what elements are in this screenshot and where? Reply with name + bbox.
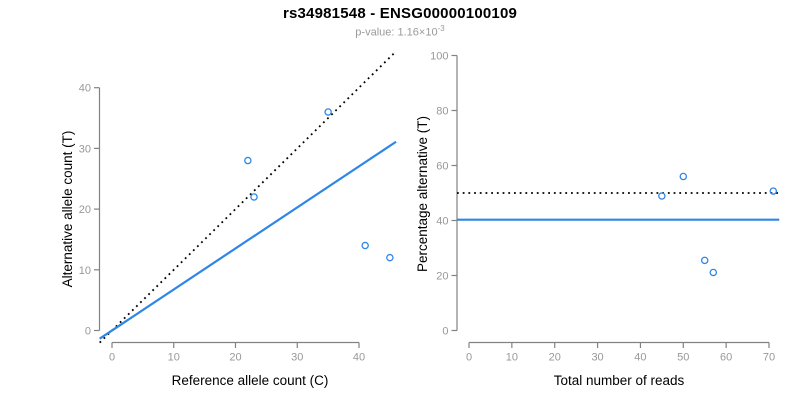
plot-right-y-tick-label: 0 <box>442 326 448 338</box>
figure-subtitle: p-value: 1.16×10-3 <box>0 24 800 39</box>
figure-title: rs34981548 - ENSG00000100109 <box>282 5 518 22</box>
plot-right-data-point <box>700 256 709 265</box>
plot-right-data-point <box>679 172 688 181</box>
plot-right-x-tick-label: 10 <box>506 352 518 364</box>
plot-left-data-point <box>244 156 252 165</box>
plot-right-x-tick-label: 20 <box>549 352 561 364</box>
plot-right-data-point <box>658 192 666 200</box>
regression-line <box>99 140 397 340</box>
plot-right-y-tick-label: 20 <box>436 271 448 283</box>
plot-right-x-tick-label: 60 <box>720 352 732 364</box>
plot-right-data-point <box>769 187 778 195</box>
plot-left-data-point <box>361 241 369 250</box>
plot-right-x-tick-label: 0 <box>466 352 472 364</box>
p-value-text: p-value: 1.16×10 <box>355 26 438 39</box>
plot-left-data-point <box>250 193 258 201</box>
plot-left-x-tick-label: 40 <box>353 352 365 364</box>
plot-left-data-point <box>324 108 332 116</box>
plot-right-data-point <box>709 268 718 277</box>
plot-right-y-tick-label: 60 <box>436 161 448 173</box>
plot-left-y-axis-title: Alternative allele count (T) <box>60 131 75 288</box>
plot-right-x-tick-label: 40 <box>634 352 646 364</box>
plot-left-x-tick-label: 30 <box>291 352 303 364</box>
plot-left-x-tick-label: 20 <box>229 352 241 364</box>
plot-left-x-axis-title: Reference allele count (C) <box>172 373 329 388</box>
plot-right-y-tick-label: 40 <box>436 216 448 228</box>
identity-line <box>99 53 395 344</box>
plot-left-y-tick-label: 0 <box>85 326 91 338</box>
plot-right-y-axis-title: Percentage alternative (T) <box>415 116 430 272</box>
plot-left-y-tick-label: 40 <box>79 83 91 95</box>
plot-left-x-tick-label: 10 <box>168 352 180 364</box>
plot-left-x-tick-label: 0 <box>109 352 115 364</box>
plot-left-y-tick-label: 30 <box>79 143 91 155</box>
p-value-exponent: -3 <box>437 24 445 33</box>
plot-right-x-tick-label: 30 <box>591 352 603 364</box>
plot-left-y-tick-label: 10 <box>79 265 91 277</box>
plot-right-x-axis-title: Total number of reads <box>554 373 685 388</box>
plot-right-y-tick-label: 100 <box>430 51 448 63</box>
plot-left-data-point <box>386 253 394 262</box>
plot-right-y-tick-label: 80 <box>436 106 448 118</box>
plot-right-x-tick-label: 70 <box>763 352 775 364</box>
plot-left-y-tick-label: 20 <box>79 204 91 216</box>
plot-right-x-tick-label: 50 <box>677 352 689 364</box>
